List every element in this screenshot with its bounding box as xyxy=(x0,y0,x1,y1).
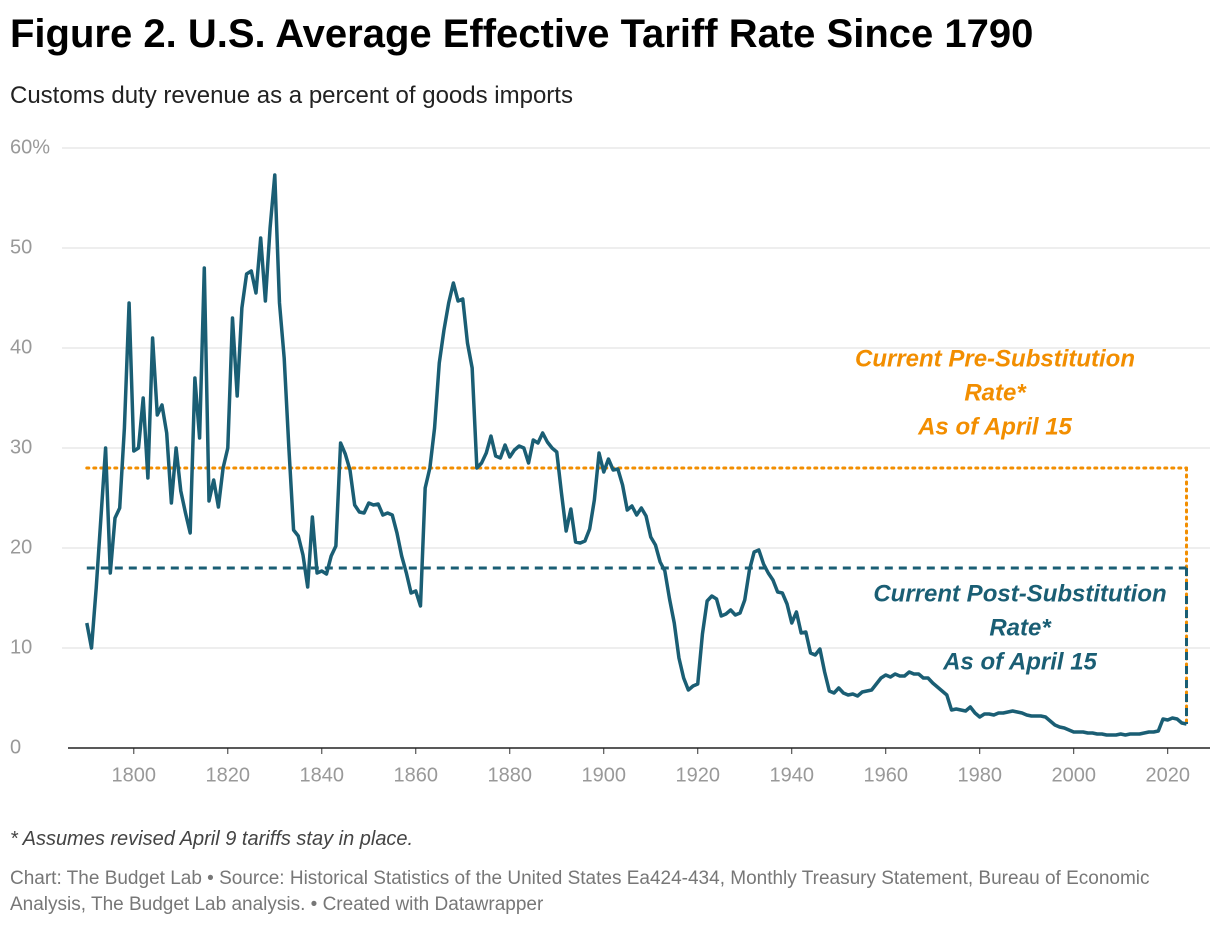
footnote: * Assumes revised April 9 tariffs stay i… xyxy=(10,828,414,850)
y-tick-label: 0 xyxy=(10,736,21,758)
annotation: Current Post-Substitution xyxy=(873,580,1166,607)
y-tick-label: 60% xyxy=(10,136,50,158)
x-tick-label: 1920 xyxy=(675,764,720,786)
chart-title: Figure 2. U.S. Average Effective Tariff … xyxy=(10,12,1034,56)
x-tick-label: 1880 xyxy=(488,764,533,786)
y-tick-label: 20 xyxy=(10,536,32,558)
chart-subtitle: Customs duty revenue as a percent of goo… xyxy=(10,82,573,109)
x-tick-label: 2000 xyxy=(1051,764,1096,786)
x-tick-label: 1840 xyxy=(300,764,345,786)
x-tick-label: 2020 xyxy=(1145,764,1190,786)
x-tick-label: 1980 xyxy=(957,764,1002,786)
y-tick-label: 10 xyxy=(10,636,32,658)
chart: 0 10 20 30 40 50 60% 1800 1820 1840 1860 1880 1900 19… xyxy=(10,136,1210,786)
annotation: Rate* xyxy=(989,614,1052,641)
x-tick-label: 1940 xyxy=(769,764,814,786)
y-tick-label: 50 xyxy=(10,236,32,258)
x-tick-label: 1900 xyxy=(582,764,627,786)
y-tick-label: 30 xyxy=(10,436,32,458)
annotation: Current Pre-Substitution xyxy=(855,345,1135,372)
annotation: As of April 15 xyxy=(942,648,1097,675)
x-tick-label: 1960 xyxy=(863,764,908,786)
x-tick-label: 1860 xyxy=(394,764,439,786)
source: Chart: The Budget Lab • Source: Historic… xyxy=(10,868,1150,915)
data-line xyxy=(85,173,1187,737)
y-tick-label: 40 xyxy=(10,336,32,358)
annotation: Rate* xyxy=(964,379,1027,406)
annotation: As of April 15 xyxy=(917,413,1072,440)
x-tick-label: 1820 xyxy=(206,764,251,786)
x-tick-label: 1800 xyxy=(112,764,157,786)
